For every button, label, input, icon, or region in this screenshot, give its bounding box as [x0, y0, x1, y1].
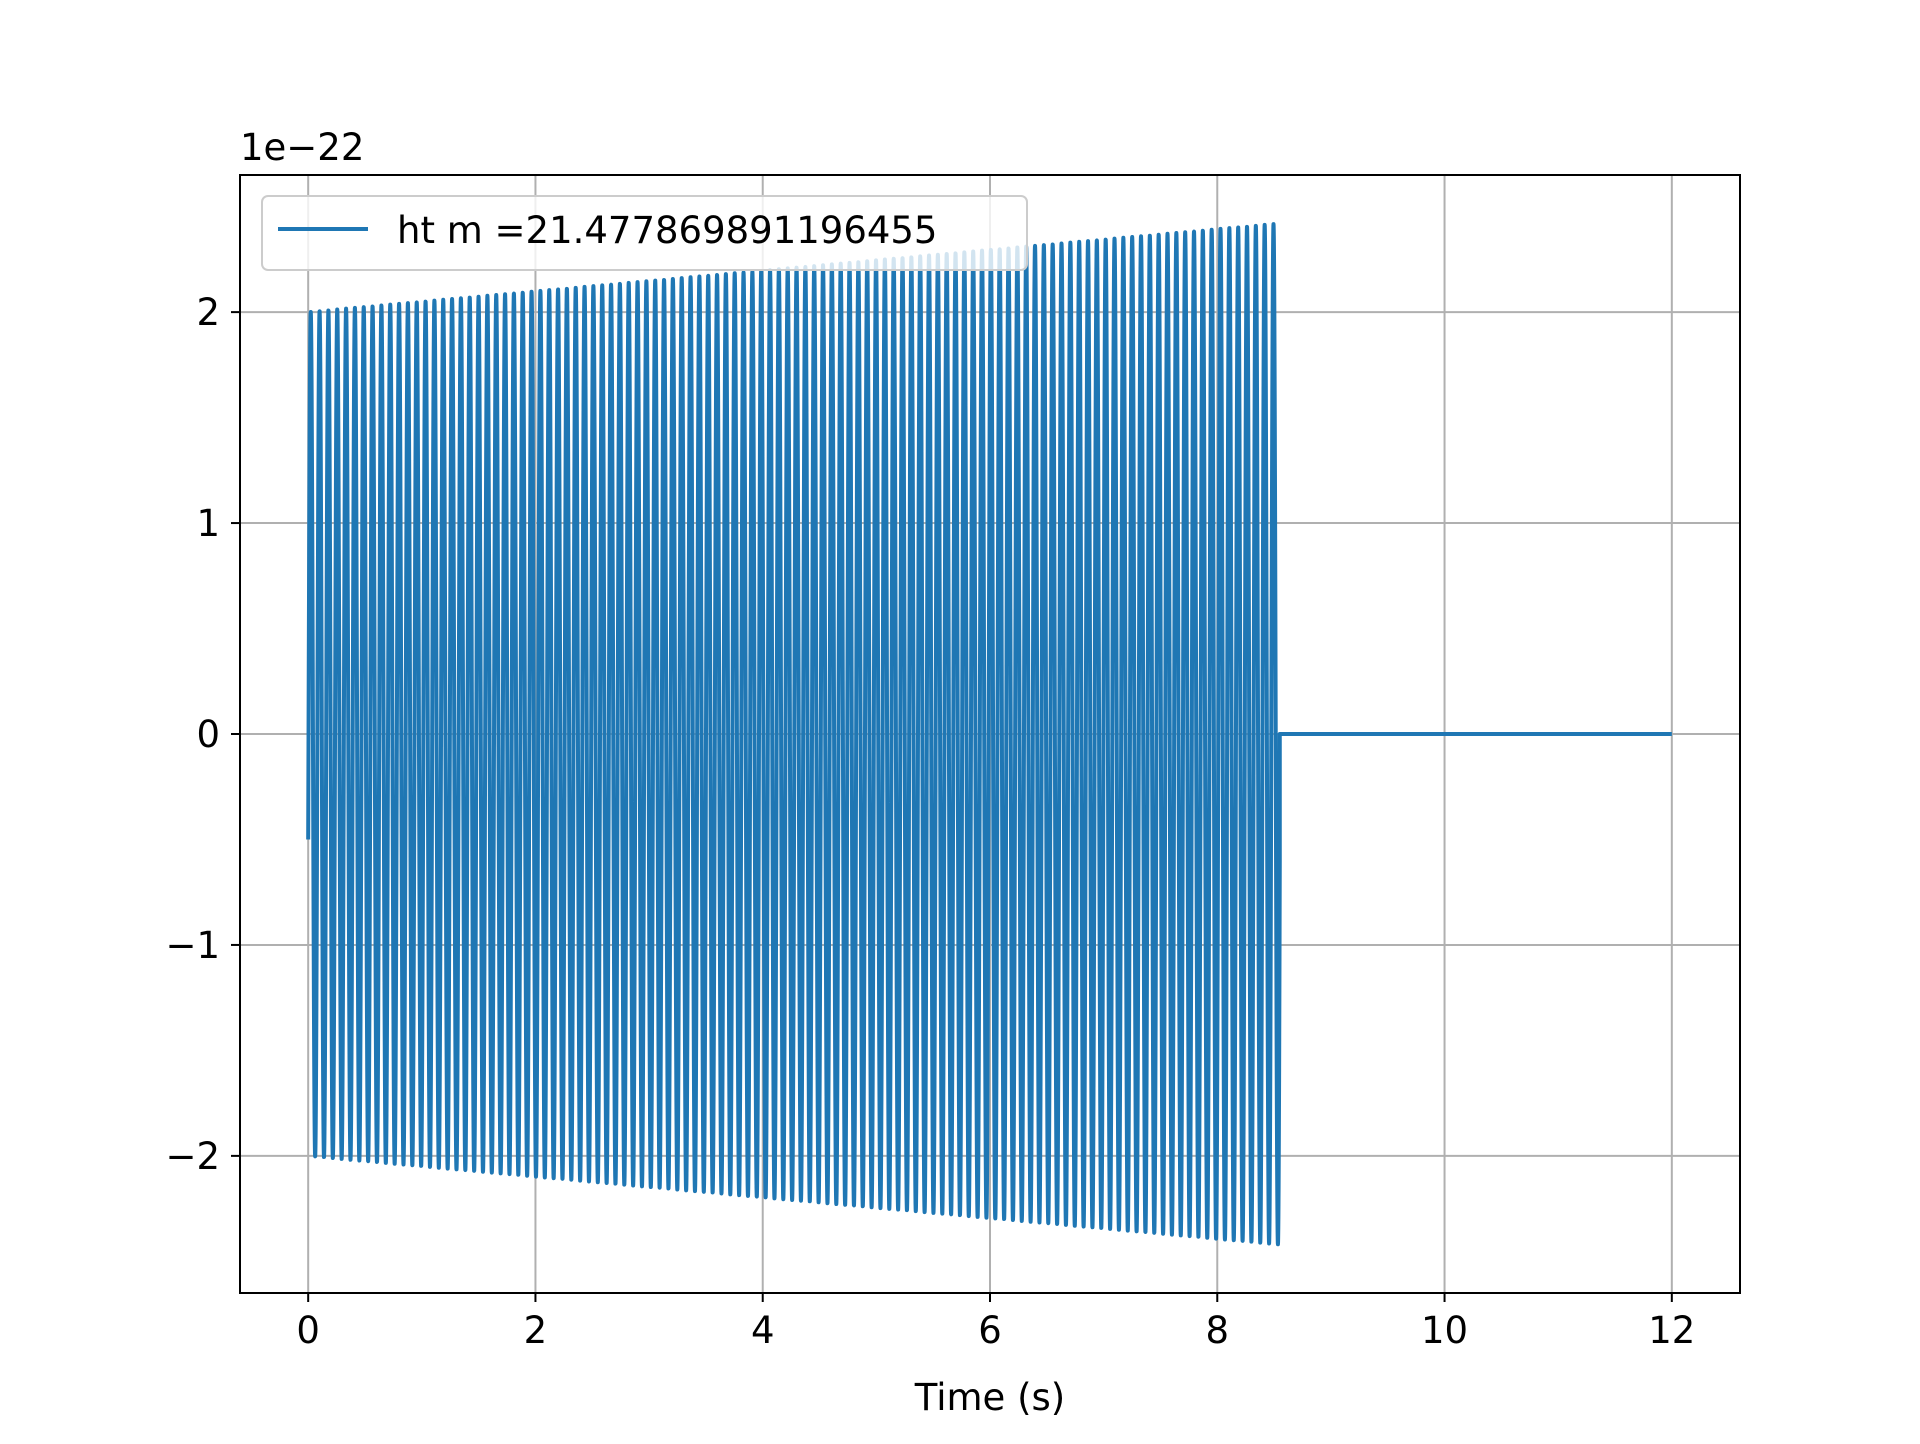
legend-box [261, 195, 1028, 271]
x-tick-label: 6 [978, 1309, 1002, 1352]
x-tick-label: 12 [1648, 1309, 1695, 1352]
x-tick-label: 8 [1205, 1309, 1229, 1352]
legend-entry-label: ht m =21.477869891196455 [397, 209, 937, 252]
x-axis-label: Time (s) [914, 1376, 1065, 1419]
x-tick-label: 2 [524, 1309, 548, 1352]
series-layer [306, 222, 1672, 1247]
x-tick-label: 10 [1421, 1309, 1468, 1352]
x-tick-label: 0 [296, 1309, 320, 1352]
series-line [306, 222, 1672, 1247]
y-tick-label: 0 [196, 713, 220, 756]
y-tick-label: 1 [196, 502, 220, 545]
y-offset-label: 1e−22 [240, 126, 364, 169]
x-tick-label: 4 [751, 1309, 775, 1352]
legend: ht m =21.477869891196455 [261, 195, 1028, 271]
y-tick-label: −2 [165, 1135, 220, 1178]
y-tick-label: 2 [196, 291, 220, 334]
y-tick-label: −1 [165, 924, 220, 967]
